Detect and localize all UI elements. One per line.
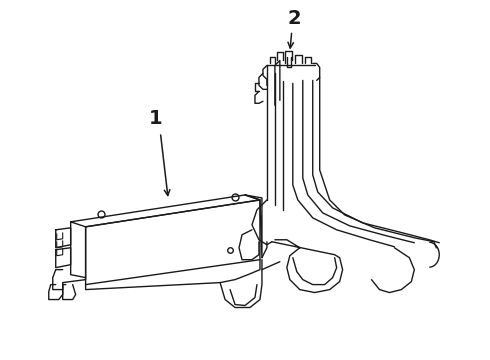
Text: 2: 2 (288, 9, 302, 28)
Text: 1: 1 (148, 109, 162, 128)
